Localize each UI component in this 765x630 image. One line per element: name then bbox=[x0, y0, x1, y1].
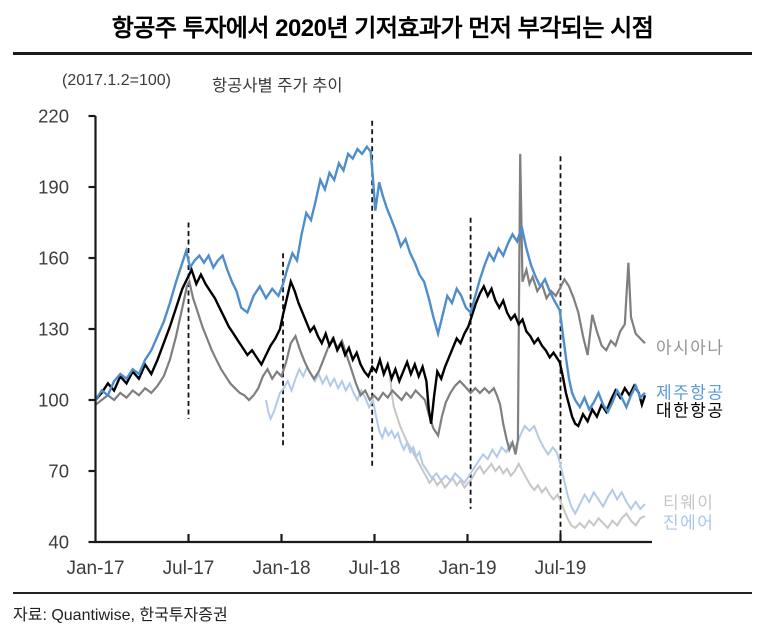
y-tick-label: 130 bbox=[38, 319, 69, 340]
x-tick-label: Jul-18 bbox=[349, 558, 401, 579]
y-tick-label: 190 bbox=[38, 177, 69, 198]
series-label-tway: 티웨이 bbox=[663, 493, 715, 513]
series-label-kal: 대한항공 bbox=[656, 401, 725, 421]
y-tick-label: 160 bbox=[38, 248, 69, 269]
chart-subtitle: 항공사별 주가 추이 bbox=[212, 77, 343, 95]
y-tick-label: 220 bbox=[38, 106, 69, 127]
page-title: 항공주 투자에서 2020년 기저효과가 먼저 부각되는 시점 bbox=[111, 15, 654, 42]
y-tick-label: 40 bbox=[48, 532, 69, 553]
series-line-tway bbox=[389, 373, 646, 530]
x-tick-label: Jul-17 bbox=[163, 558, 215, 579]
footer-divider bbox=[13, 592, 752, 594]
y-tick-label: 100 bbox=[38, 390, 69, 411]
series-line-jin bbox=[265, 364, 646, 516]
series-label-jeju: 제주항공 bbox=[656, 383, 725, 403]
x-tick-label: Jan-18 bbox=[252, 558, 310, 579]
source-credit: 자료: Quantiwise, 한국투자증권 bbox=[13, 607, 228, 624]
axes bbox=[88, 114, 652, 544]
series-label-jin: 진에어 bbox=[663, 513, 715, 533]
index-base-note: (2017.1.2=100) bbox=[62, 72, 171, 89]
y-tick-label: 70 bbox=[48, 461, 69, 482]
title-divider bbox=[13, 52, 752, 55]
series-line-kal bbox=[94, 266, 647, 428]
series-line-asiana bbox=[94, 153, 646, 455]
event-lines bbox=[187, 120, 562, 540]
x-tick-label: Jul-19 bbox=[535, 558, 587, 579]
tick-labels: 40 70 100 130 160 190 220 Jan-17 Jul-17 Jan-18 Jul… bbox=[38, 106, 586, 580]
x-tick-label: Jan-19 bbox=[438, 558, 496, 579]
series-label-asiana: 아시아나 bbox=[656, 338, 725, 358]
x-tick-label: Jan-17 bbox=[66, 558, 124, 579]
series-line-jeju bbox=[94, 144, 646, 415]
